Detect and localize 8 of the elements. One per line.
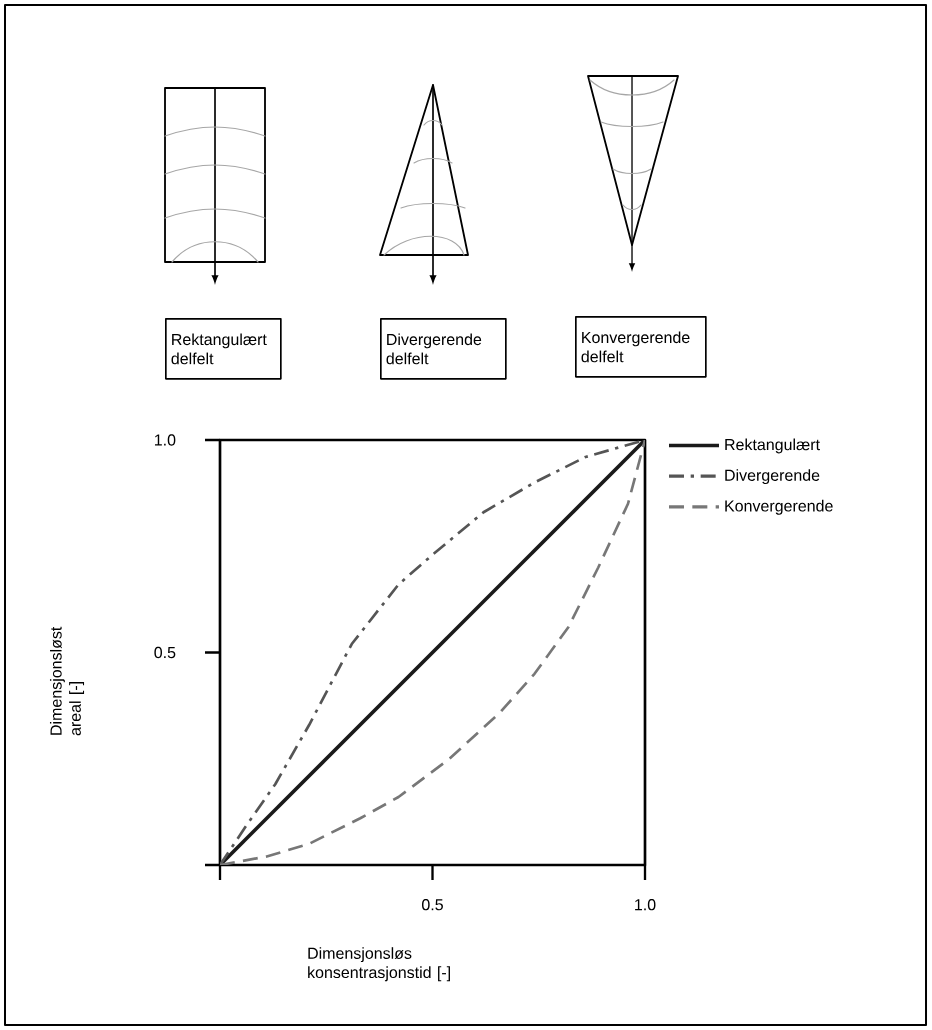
legend-label: Divergerende <box>725 469 820 485</box>
x-axis-title: Dimensjonsløs konsentrasjonstid [-] <box>308 947 450 982</box>
legend-label: Konvergerende <box>725 499 833 515</box>
text: Divergerende delfelt <box>386 333 482 365</box>
y-axis-title: Dimensjonsløst areal [-] <box>49 626 85 736</box>
text: Rektangulært delfelt <box>171 333 267 365</box>
legend-label: Rektangulært <box>725 438 820 454</box>
text: Konvergerende delfelt <box>581 331 690 363</box>
